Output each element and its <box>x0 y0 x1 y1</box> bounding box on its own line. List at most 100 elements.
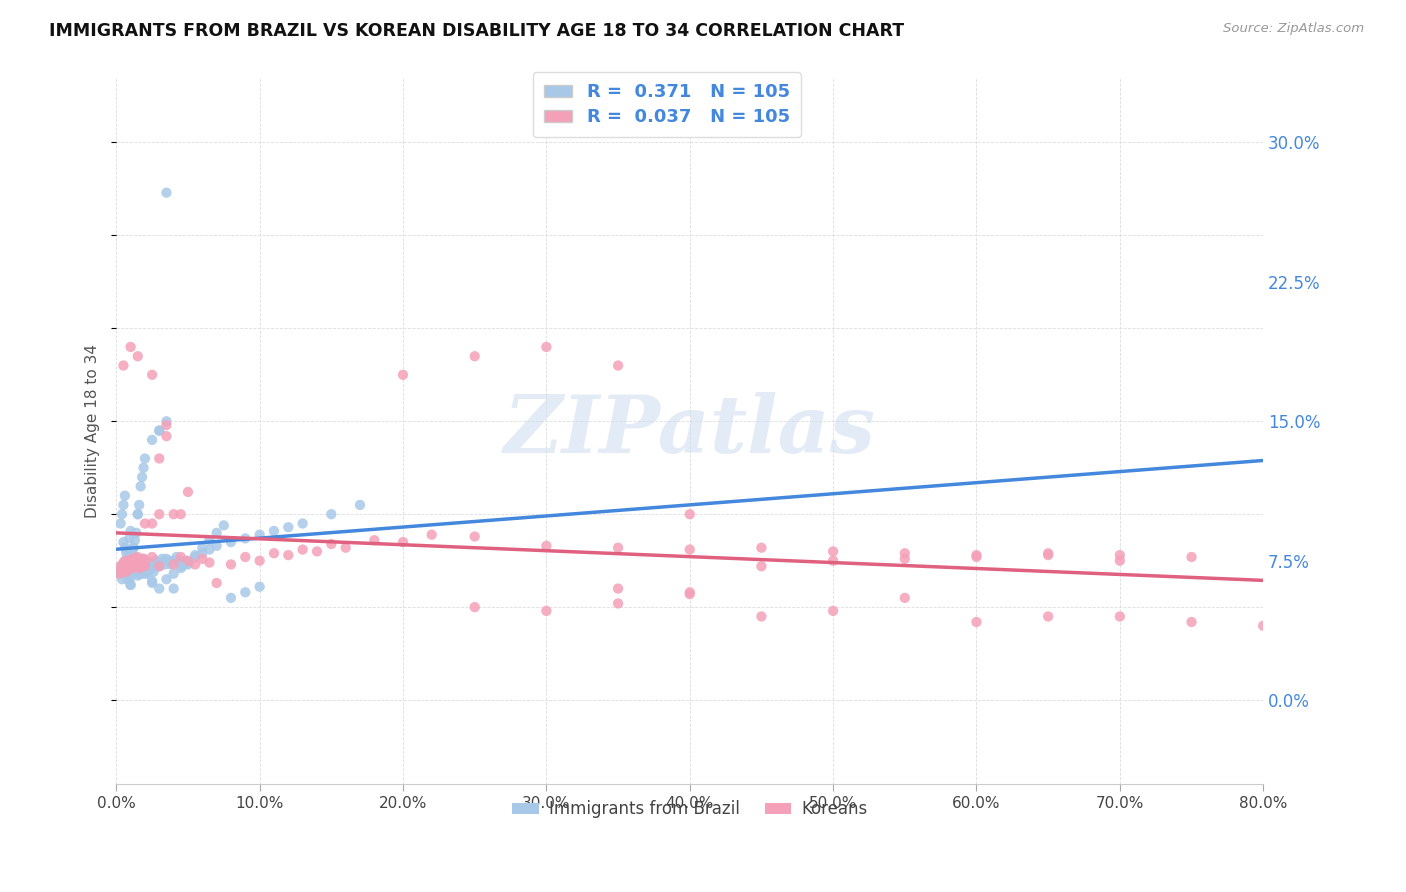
Point <box>146 559 169 574</box>
Point <box>1180 615 1202 629</box>
Point <box>120 524 142 538</box>
Point <box>305 544 328 558</box>
Point <box>162 554 184 568</box>
Point <box>233 532 256 546</box>
Point <box>117 544 139 558</box>
Point <box>127 549 149 564</box>
Point <box>823 604 845 618</box>
Point <box>966 548 988 562</box>
Point <box>118 565 141 579</box>
Point <box>170 561 193 575</box>
Point <box>117 561 139 575</box>
Point <box>464 600 486 615</box>
Point <box>125 556 148 570</box>
Point <box>155 186 177 200</box>
Point <box>536 604 558 618</box>
Point <box>141 574 163 589</box>
Point <box>1108 554 1130 568</box>
Point <box>349 498 371 512</box>
Point <box>124 565 146 579</box>
Y-axis label: Disability Age 18 to 34: Disability Age 18 to 34 <box>86 343 100 517</box>
Point <box>148 559 170 574</box>
Point <box>141 516 163 531</box>
Point <box>115 566 138 581</box>
Point <box>150 551 173 566</box>
Point <box>392 368 415 382</box>
Point <box>169 556 191 570</box>
Point <box>159 558 181 572</box>
Point <box>110 559 132 574</box>
Point <box>184 548 207 562</box>
Point <box>155 429 177 443</box>
Point <box>156 554 179 568</box>
Point <box>122 541 145 555</box>
Point <box>420 527 443 541</box>
Point <box>177 558 200 572</box>
Point <box>823 554 845 568</box>
Point <box>129 556 152 570</box>
Point <box>141 576 163 591</box>
Point <box>148 556 170 570</box>
Point <box>153 558 176 572</box>
Point <box>607 597 630 611</box>
Text: ZIPatlas: ZIPatlas <box>503 392 876 469</box>
Point <box>120 561 142 575</box>
Point <box>249 527 271 541</box>
Point <box>1108 609 1130 624</box>
Point <box>277 520 299 534</box>
Point <box>184 549 207 564</box>
Point <box>166 549 188 564</box>
Point <box>128 498 150 512</box>
Point <box>177 556 200 570</box>
Point <box>135 559 157 574</box>
Point <box>177 554 200 568</box>
Point <box>120 578 142 592</box>
Point <box>198 556 221 570</box>
Point <box>894 551 917 566</box>
Point <box>142 565 165 579</box>
Point <box>249 554 271 568</box>
Point <box>184 558 207 572</box>
Point <box>128 566 150 581</box>
Point <box>118 532 141 546</box>
Point <box>1036 546 1059 560</box>
Point <box>124 558 146 572</box>
Point <box>131 558 153 572</box>
Point <box>121 561 143 575</box>
Point <box>132 460 155 475</box>
Point <box>122 556 145 570</box>
Point <box>198 542 221 557</box>
Point <box>121 548 143 562</box>
Point <box>127 568 149 582</box>
Point <box>134 559 156 574</box>
Point <box>321 537 343 551</box>
Point <box>263 524 285 538</box>
Point <box>679 507 702 521</box>
Point <box>751 609 773 624</box>
Point <box>111 572 134 586</box>
Point <box>124 533 146 548</box>
Point <box>132 556 155 570</box>
Point <box>115 565 138 579</box>
Point <box>162 558 184 572</box>
Point <box>117 558 139 572</box>
Point <box>120 340 142 354</box>
Point <box>162 507 184 521</box>
Point <box>112 556 135 570</box>
Point <box>212 518 235 533</box>
Point <box>127 554 149 568</box>
Point <box>141 433 163 447</box>
Point <box>233 549 256 564</box>
Point <box>134 559 156 574</box>
Point <box>249 580 271 594</box>
Point <box>118 559 141 574</box>
Point <box>117 572 139 586</box>
Point <box>127 554 149 568</box>
Point <box>134 554 156 568</box>
Point <box>134 566 156 581</box>
Point <box>124 554 146 568</box>
Point <box>112 498 135 512</box>
Point <box>392 535 415 549</box>
Point <box>191 541 214 555</box>
Point <box>751 559 773 574</box>
